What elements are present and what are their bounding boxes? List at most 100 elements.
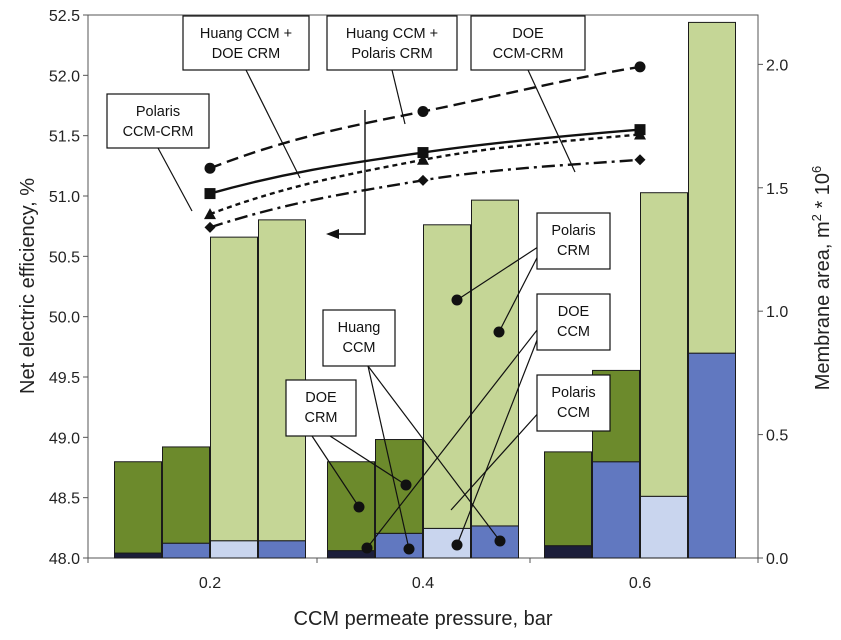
point-square xyxy=(204,188,216,200)
bar-segment xyxy=(114,461,162,554)
annotation-arrow xyxy=(330,110,366,235)
leader-dot xyxy=(494,535,506,547)
point-circle xyxy=(417,106,429,118)
callout-text: DOE xyxy=(512,26,544,42)
callout-text: Huang CCM + xyxy=(200,26,292,42)
callout-box xyxy=(285,379,357,437)
callout-box xyxy=(536,374,611,432)
callout-text: Polaris xyxy=(551,385,595,401)
y2-axis-label-main: Membrane area, m xyxy=(812,221,834,390)
bar-segment xyxy=(640,192,688,497)
point-diamond xyxy=(417,174,429,186)
bar xyxy=(423,224,471,559)
y-tick-label: 48.0 xyxy=(49,551,80,568)
bar xyxy=(327,461,375,559)
callout-text: CRM xyxy=(557,243,590,259)
callout-text: DOE xyxy=(305,390,337,406)
bar-segment xyxy=(688,352,736,559)
y-tick-label: 49.5 xyxy=(49,370,80,387)
y-tick-label: 49.0 xyxy=(49,430,80,447)
leader-doe-ccm-2 xyxy=(456,329,542,546)
point-circle xyxy=(634,61,646,73)
y-tick-label: 50.5 xyxy=(49,249,80,266)
y2-axis-label-mid: * 10 xyxy=(812,173,834,214)
callout-text: DOE xyxy=(558,304,590,320)
bar-segment xyxy=(375,532,423,559)
leader-doe-crm-1 xyxy=(311,435,360,508)
bar-segment xyxy=(592,461,640,559)
y2-tick-label: 1.0 xyxy=(766,304,788,321)
x-tick-label: 0.2 xyxy=(199,575,221,592)
point-circle xyxy=(204,162,216,174)
leader-doe-crm-2 xyxy=(329,435,407,486)
point-diamond xyxy=(634,154,646,166)
bar xyxy=(210,236,258,559)
y-tick-label: 51.5 xyxy=(49,129,80,146)
callout-box xyxy=(470,15,586,71)
bar xyxy=(471,199,519,559)
leader-polaris-crm-1 xyxy=(456,244,542,301)
callout-huang-polaris: Huang CCM + Polaris CRM xyxy=(326,15,458,71)
y-tick-label: 51.0 xyxy=(49,189,80,206)
leader-huang-ccm-2 xyxy=(367,365,501,542)
x-tick-label: 0.6 xyxy=(629,575,651,592)
callout-doe-ccm: DOE CCM xyxy=(536,293,611,351)
y-tick-label: 52.0 xyxy=(49,68,80,85)
y2-tick-label: 2.0 xyxy=(766,57,788,74)
callout-text: Polaris xyxy=(551,223,595,239)
leader-polaris-crm-2 xyxy=(498,249,542,333)
bar-segment xyxy=(210,236,258,542)
x-tick-label: 0.4 xyxy=(412,575,434,592)
callout-polaris-ccm: Polaris CCM xyxy=(536,374,611,432)
y2-tick-label: 1.5 xyxy=(766,181,788,198)
y-tick-label: 48.5 xyxy=(49,491,80,508)
callout-text: Polaris CRM xyxy=(351,46,432,62)
bar-segment xyxy=(640,495,688,559)
callout-box xyxy=(536,293,611,351)
leader-dot xyxy=(403,543,415,555)
leader-polaris-ccm-crm xyxy=(157,147,193,212)
leader-doe-ccm-1 xyxy=(366,324,542,549)
bar-segment xyxy=(162,542,210,559)
bar xyxy=(688,21,736,559)
bar-segment xyxy=(162,446,210,544)
bar-segment xyxy=(258,540,306,559)
leader-polaris-ccm xyxy=(450,409,542,511)
callout-leaders xyxy=(157,69,576,555)
bar-segment xyxy=(114,552,162,559)
callout-text: CCM xyxy=(557,324,590,340)
bar-segment xyxy=(327,461,375,552)
callout-box xyxy=(322,309,396,367)
y-axis-left: 48.0 48.5 49.0 49.5 50.0 50.5 51.0 51.5 52.0 52.5 xyxy=(49,8,88,568)
point-triangle xyxy=(634,128,646,140)
callout-box xyxy=(536,212,611,270)
bar-segment xyxy=(423,527,471,559)
x-axis-label: CCM permeate pressure, bar xyxy=(294,608,553,630)
y-tick-label: 50.0 xyxy=(49,310,80,327)
bar-segment xyxy=(423,224,471,529)
y-axis-right: 0.0 0.5 1.0 1.5 2.0 xyxy=(758,57,788,568)
y2-axis-label-sup2: 6 xyxy=(809,166,824,173)
callout-text: CCM-CRM xyxy=(123,124,194,140)
callout-polaris-ccm-crm: Polaris CCM-CRM xyxy=(106,93,210,149)
callout-doe-ccm-crm: DOE CCM-CRM xyxy=(470,15,586,71)
leader-dot xyxy=(451,539,463,551)
bar xyxy=(114,461,162,559)
bar xyxy=(162,446,210,559)
bar xyxy=(375,439,423,559)
callout-text: Polaris xyxy=(136,104,180,120)
leader-dot xyxy=(493,326,505,338)
callout-text: CRM xyxy=(304,410,337,426)
point-triangle xyxy=(204,208,216,220)
y2-tick-label: 0.0 xyxy=(766,551,788,568)
y-axis-label: Net electric efficiency, % xyxy=(17,178,39,394)
leader-dot xyxy=(361,542,373,554)
leader-dot xyxy=(451,294,463,306)
callout-box xyxy=(106,93,210,149)
y2-tick-label: 0.5 xyxy=(766,428,788,445)
y2-axis-label: Membrane area, m2 * 106 xyxy=(809,166,834,391)
y2-axis-label-sup1: 2 xyxy=(809,214,824,221)
bar xyxy=(544,451,592,559)
bar-segment xyxy=(210,540,258,559)
